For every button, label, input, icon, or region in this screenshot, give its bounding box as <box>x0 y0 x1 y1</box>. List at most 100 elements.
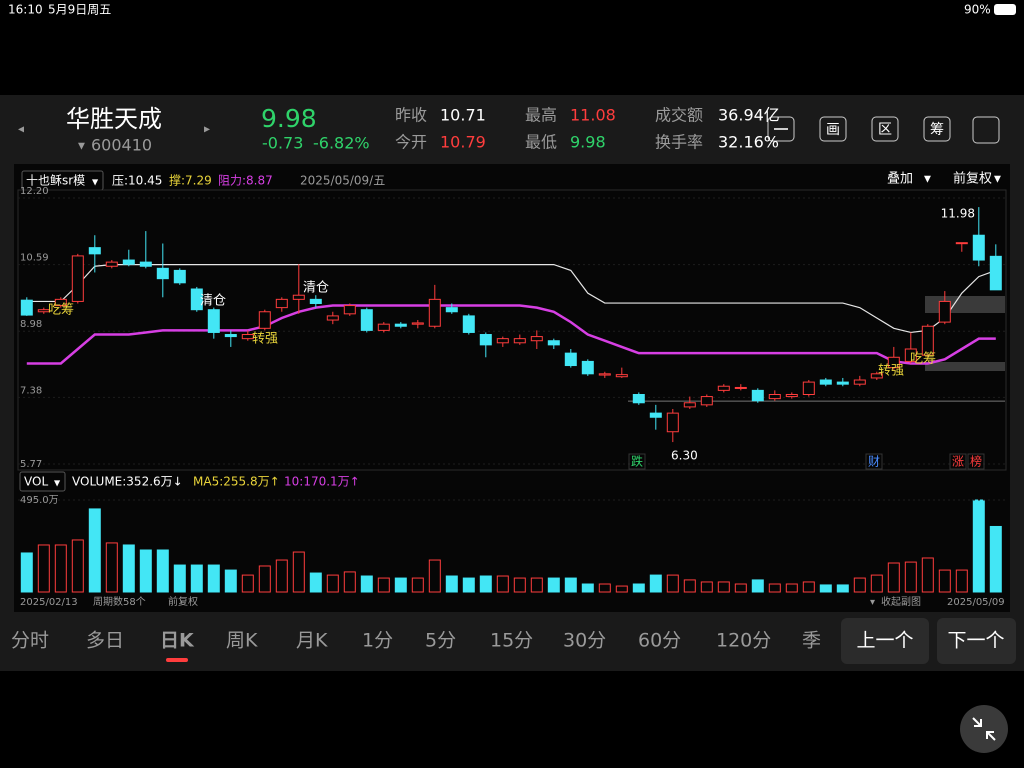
tool-icon[interactable] <box>923 116 951 142</box>
candle-body <box>938 300 951 323</box>
volume-bar <box>122 544 135 593</box>
volume-bar <box>530 577 543 593</box>
volume-bar <box>20 552 33 593</box>
volume-bar <box>190 564 203 593</box>
code-caret[interactable]: ▼ <box>78 142 85 152</box>
volume-bar <box>156 549 169 593</box>
period-tab[interactable]: 月K <box>296 630 328 652</box>
period-tab[interactable]: 季 <box>802 630 821 652</box>
candle-body <box>479 334 492 346</box>
period-tab[interactable]: 15分 <box>490 630 533 652</box>
signal-label: 清仓 <box>303 281 329 296</box>
candle-body <box>955 242 968 245</box>
stat-label: 今开 <box>395 133 427 152</box>
caret: ▼ <box>924 175 931 185</box>
vol-select[interactable] <box>19 471 66 492</box>
period-tab[interactable]: 多日 <box>86 630 124 652</box>
stat-value: 32.16% <box>718 133 779 152</box>
volume-bar <box>768 583 781 593</box>
stock-name: 华胜天成 <box>66 105 162 133</box>
candle-body <box>717 385 730 391</box>
candle-body <box>547 340 560 346</box>
candle-body <box>394 323 407 327</box>
prev-button[interactable]: 上一个 <box>856 630 913 652</box>
price-label: 6.30 <box>671 449 698 463</box>
volume-bar <box>666 574 679 593</box>
stat-value: 10.79 <box>440 133 486 152</box>
caret: ▼ <box>994 175 1001 185</box>
period-tab[interactable]: 日K <box>160 630 195 652</box>
prev-button-bg[interactable] <box>841 618 929 664</box>
price-change-pct: -6.82% <box>313 134 370 153</box>
candle-body <box>190 288 203 311</box>
event-marker: 跌 <box>631 454 643 469</box>
candle-body <box>122 259 135 265</box>
tool-icon[interactable] <box>819 116 847 142</box>
volume-bar <box>394 577 407 593</box>
event-box <box>967 453 985 470</box>
volume-bar <box>819 584 832 593</box>
stat-label: 成交额 <box>655 106 703 125</box>
period-tab[interactable]: 120分 <box>716 630 771 652</box>
period-tab[interactable]: 5分 <box>425 630 456 652</box>
tool-label: 筹 <box>930 121 944 138</box>
volume-bar <box>717 581 730 593</box>
prev-stock[interactable]: ◂ <box>18 122 24 136</box>
stat-value: 11.08 <box>570 106 616 125</box>
tool-label: 画 <box>826 122 840 138</box>
overlay-button[interactable]: 叠加 <box>887 172 913 187</box>
volume-bar <box>139 549 152 593</box>
volume-bar <box>207 564 220 593</box>
volume-bar <box>564 577 577 593</box>
period-tab[interactable]: 周K <box>226 630 258 652</box>
event-marker: 财 <box>868 455 880 469</box>
candle-body <box>326 315 339 321</box>
event-marker: 涨 <box>952 454 964 469</box>
volume-bar <box>326 574 339 593</box>
readout: 撑:7.29 <box>169 173 212 188</box>
tool-icon[interactable] <box>972 116 1000 144</box>
candle-body <box>768 394 781 400</box>
readout: 10:170.1万↑ <box>284 475 360 489</box>
volume-bar <box>853 577 866 593</box>
period-tab[interactable]: 分时 <box>11 630 49 652</box>
y-tick-label: 10.59 <box>20 253 49 264</box>
volume-bar <box>411 577 424 593</box>
volume-bar <box>71 539 84 593</box>
volume-bar <box>37 544 50 593</box>
candle-body <box>88 247 101 255</box>
volume-bar <box>54 544 67 593</box>
caret: ▼ <box>92 178 99 187</box>
volume-bar <box>105 542 118 593</box>
candle-body <box>751 389 764 402</box>
zone <box>925 362 1005 371</box>
float-button[interactable] <box>960 705 1008 753</box>
volume-bar <box>938 569 951 593</box>
next-button[interactable]: 下一个 <box>947 630 1004 652</box>
tool-icon[interactable] <box>767 116 795 142</box>
period-tab[interactable]: 60分 <box>638 630 681 652</box>
adjust-button[interactable]: 前复权 <box>953 171 992 187</box>
stat-label: 最高 <box>525 106 557 125</box>
caret: ▾ <box>870 597 875 608</box>
caret: ▼ <box>54 479 61 488</box>
volume-bar <box>836 584 849 593</box>
signal-label: 清仓 <box>200 294 226 309</box>
signal-label: 吃筹 <box>910 351 936 367</box>
stat-value: 36.94亿 <box>718 106 780 125</box>
volume-bar <box>870 574 883 593</box>
next-stock[interactable]: ▸ <box>204 122 210 136</box>
volume-bar <box>921 557 934 593</box>
candle-body <box>615 374 628 378</box>
volume-bar <box>802 581 815 593</box>
volume-bar <box>479 575 492 593</box>
period-tab[interactable]: 1分 <box>362 630 393 652</box>
collapse-button[interactable]: 收起副图 <box>881 595 921 608</box>
y-tick-label: 8.98 <box>20 319 42 330</box>
volume-bar <box>309 572 322 593</box>
next-button-bg[interactable] <box>937 618 1016 664</box>
period-tab[interactable]: 30分 <box>563 630 606 652</box>
vol-indicator: VOL <box>24 475 48 489</box>
tool-icon[interactable] <box>871 116 899 142</box>
volume-bar <box>700 581 713 593</box>
